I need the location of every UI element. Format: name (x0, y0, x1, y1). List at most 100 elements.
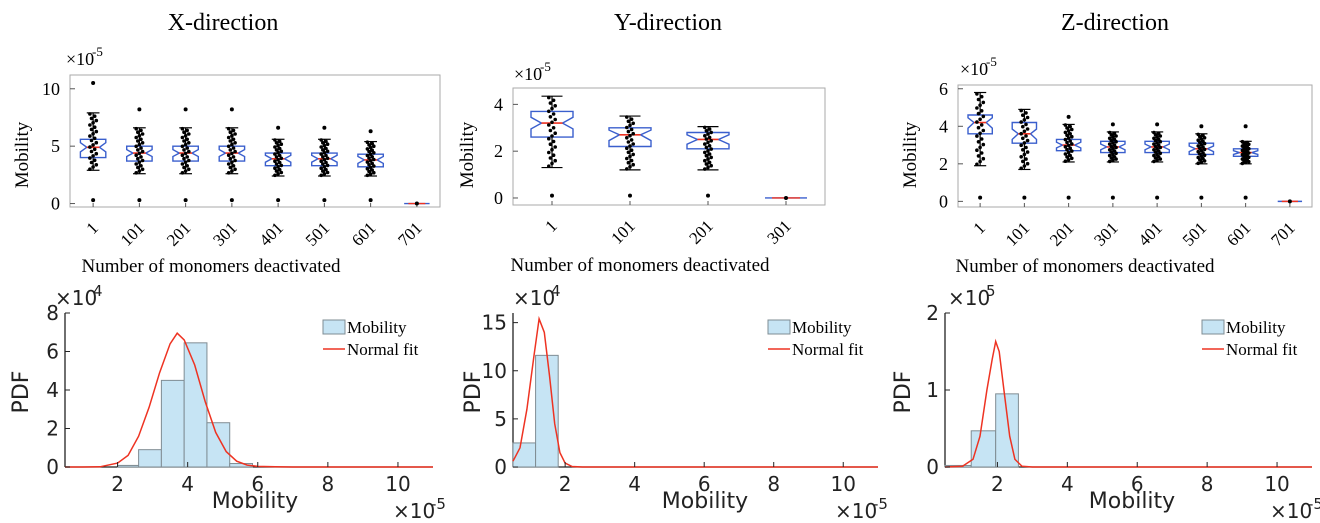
legend-swatch-bar (1201, 319, 1225, 335)
data-point (134, 144, 138, 149)
data-point (230, 160, 234, 164)
data-point (550, 120, 554, 125)
data-point (273, 138, 277, 142)
data-point (372, 170, 376, 175)
x-axis-label: Number of monomers deactivated (955, 256, 1215, 277)
data-point (279, 170, 284, 175)
y-exponent-base: ×10 (55, 286, 97, 310)
data-point (548, 128, 553, 133)
data-point (88, 123, 92, 127)
data-point (1065, 140, 1069, 145)
data-point (1065, 133, 1069, 137)
data-point (139, 155, 143, 159)
data-point (975, 134, 979, 138)
data-point (978, 145, 982, 150)
data-point (233, 141, 237, 145)
data-point (185, 128, 189, 133)
data-point (134, 153, 138, 157)
data-point (321, 141, 325, 145)
legend-label-normal-fit: Normal fit (347, 340, 419, 359)
data-point (228, 139, 233, 143)
normal-fit-line (512, 315, 878, 468)
x-tick-label: 101 (117, 218, 148, 249)
data-point (228, 156, 233, 161)
data-point (89, 116, 94, 121)
data-point (626, 119, 631, 124)
data-point (325, 163, 330, 168)
data-point (89, 149, 94, 154)
x-exponent-base: ×10 (1270, 499, 1312, 523)
outlier-point (1066, 114, 1071, 119)
data-point (231, 164, 236, 168)
data-point (233, 132, 237, 136)
data-point (704, 129, 709, 133)
data-point (185, 155, 189, 159)
data-point (1240, 161, 1245, 166)
data-point (1201, 133, 1205, 138)
data-point (979, 151, 984, 155)
data-point (707, 160, 712, 165)
data-point (1063, 137, 1068, 142)
data-point (631, 121, 635, 126)
data-point (706, 132, 710, 136)
data-point (226, 153, 231, 157)
data-point (185, 146, 189, 150)
outlier-point (1155, 122, 1160, 127)
y-tick-label: 2 (926, 301, 939, 325)
data-point (1245, 140, 1249, 145)
x-axis-label: Mobility (662, 489, 748, 514)
data-point (91, 165, 95, 169)
data-point (978, 103, 982, 107)
data-point (91, 132, 95, 136)
data-point (321, 148, 325, 152)
data-point (981, 100, 986, 105)
data-point (140, 167, 145, 172)
plot-frame (69, 74, 441, 208)
data-point (553, 145, 557, 149)
y-axis-label: PDF (891, 371, 916, 414)
data-point (136, 156, 140, 161)
data-point (629, 117, 634, 121)
data-point (94, 118, 99, 123)
data-point (185, 137, 189, 142)
x-axis-label: Number of monomers deactivated (81, 256, 341, 277)
data-point (1152, 148, 1156, 152)
data-point (1152, 142, 1156, 146)
data-point (136, 130, 140, 134)
outlier-point (706, 193, 710, 198)
y-tick-label: 0 (494, 455, 507, 479)
data-point (981, 156, 986, 161)
y-exponent-base: ×10 (66, 49, 94, 69)
data-point (1196, 132, 1200, 137)
data-point (1021, 124, 1025, 129)
y-tick-label: 0 (926, 455, 939, 479)
x-tick-label: 8 (1201, 472, 1214, 496)
data-point (707, 135, 712, 140)
outlier-point (91, 198, 96, 203)
data-point (136, 148, 140, 152)
data-point (273, 152, 277, 156)
data-point (1019, 155, 1023, 159)
data-point (89, 127, 94, 132)
data-point (981, 142, 986, 147)
x-tick-label: 6 (251, 472, 264, 496)
data-point (92, 136, 97, 141)
data-point (550, 147, 554, 152)
y-axis-label: PDF (9, 371, 34, 414)
data-point (1066, 143, 1071, 148)
outlier-point (1110, 195, 1115, 200)
outlier-point (1243, 195, 1248, 200)
data-point (1152, 130, 1156, 135)
data-point (231, 128, 236, 133)
data-point (365, 153, 370, 158)
data-point (274, 155, 279, 159)
data-point (365, 147, 370, 151)
data-point (706, 157, 710, 161)
data-point (273, 159, 277, 163)
data-point (180, 144, 185, 149)
data-point (277, 146, 282, 151)
data-point (704, 137, 709, 141)
data-point (975, 92, 979, 96)
outlier-point (322, 125, 327, 130)
outlier-point (137, 198, 142, 203)
